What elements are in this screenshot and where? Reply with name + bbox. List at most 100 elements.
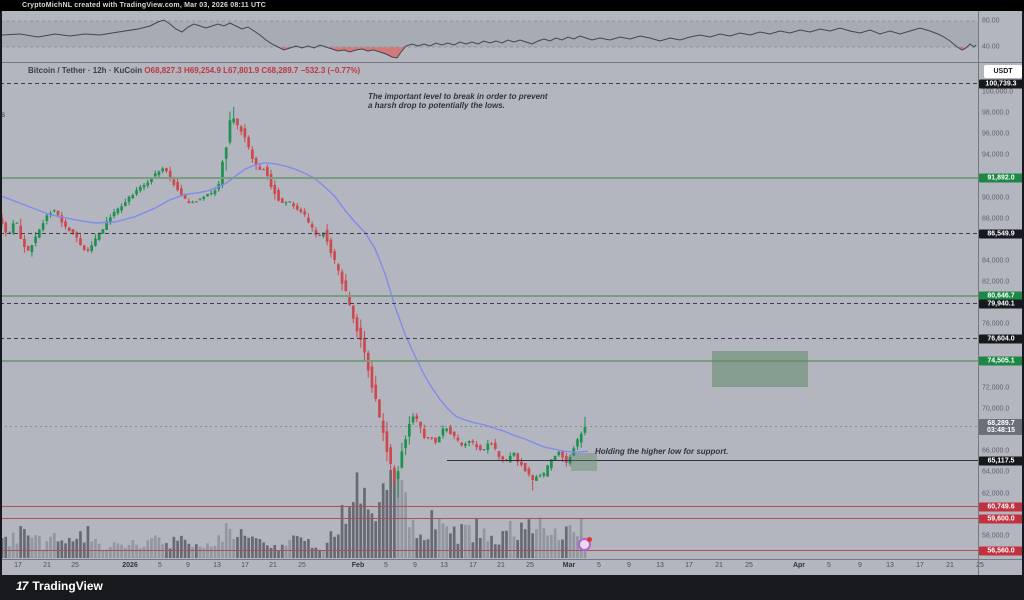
level-line-dashed[interactable] [0,302,978,304]
level-line-red[interactable] [0,549,978,551]
exchange-label: KuCoin [113,66,143,75]
level-line-red[interactable] [0,505,978,507]
candle-countdown: 03:48:15 [986,427,1016,435]
price-level-badge: 76,604.0 [979,334,1023,344]
tradingview-logo-icon: 17 [16,579,28,593]
time-axis-label: 25 [71,562,79,569]
time-axis[interactable]: 17 21 25 2026 5 9 13 17 21 25 Feb 5 9 13 17 21 25 Mar 5 9 13… [0,560,1024,575]
price-axis[interactable]: 80.00 40.00 100,000.0 98,000.0 96,000.0 94,00… [979,11,1024,559]
symbol-info-row[interactable]: Bitcoin / Tether · 12h · KuCoin O68,827.… [28,66,360,75]
price-level-badge: 56,560.0 [979,546,1023,556]
oscillator-axis-label: 80.00 [982,17,1000,25]
time-axis-label: 21 [715,562,723,569]
price-axis-label: 70,000.0 [982,405,1010,413]
price-axis-label: 96,000.0 [982,130,1010,138]
price-axis-label: 64,000.0 [982,468,1010,476]
time-axis-label: 17 [469,562,477,569]
time-axis-label: 5 [158,562,162,569]
price-axis-label: 66,000.0 [982,447,1010,455]
separator-dot: · [108,66,112,75]
chart-canvas[interactable] [0,0,978,560]
level-line-red[interactable] [0,517,978,519]
ohlc-low: L67,801.9 [223,66,260,75]
symbol-name[interactable]: Bitcoin / Tether [28,66,86,75]
annotation-text-2[interactable]: Holding the higher low for support. [595,447,729,456]
higher-low-highlight[interactable] [571,453,597,471]
price-level-badge: 80,646.7 [979,291,1023,301]
attribution-bar: CryptoMichNL created with TradingView.co… [0,0,1024,11]
tradingview-logo[interactable]: 17 TradingView [16,579,103,593]
time-axis-label: 13 [886,562,894,569]
level-line-partial[interactable] [447,459,978,461]
time-axis-label: 2026 [122,562,138,569]
level-line-green[interactable] [0,360,978,363]
oscillator-pane[interactable] [0,19,978,59]
level-line-green[interactable] [0,295,978,298]
time-axis-label: Apr [792,562,806,569]
current-price-badge: 68,289.7 03:48:15 [979,419,1023,436]
time-axis-label: 25 [976,562,984,569]
oscillator-oversold-fill [328,47,406,58]
time-axis-label: 17 [14,562,22,569]
time-axis-label: 13 [213,562,221,569]
price-level-badge: 100,739.3 [979,79,1023,89]
time-axis-label: 9 [858,562,862,569]
time-axis-label: 5 [384,562,388,569]
level-line-dashed[interactable] [0,338,978,340]
price-axis-label: 88,000.0 [982,215,1010,223]
time-axis-label: 17 [916,562,924,569]
axis-separator [0,559,1024,560]
ma-line [0,162,589,454]
price-level-badge: 79,940.1 [979,299,1023,309]
price-level-badge: 91,892.0 [979,173,1023,183]
attribution-text: CryptoMichNL created with TradingView.co… [22,2,266,9]
right-edge [1022,0,1024,575]
price-axis-label: 82,000.0 [982,278,1010,286]
price-axis-label: 94,000.0 [982,151,1010,159]
bottom-bar: 17 TradingView [0,575,1024,600]
price-level-badge: 74,505.1 [979,356,1023,366]
pane-separator[interactable] [0,62,1024,63]
oscillator-line [1,19,977,59]
time-axis-label: Mar [562,562,576,569]
separator-dot: · [87,66,91,75]
currency-toggle-button[interactable]: USDT [984,65,1022,78]
annotation-text-1[interactable]: The important level to break in order to… [368,92,548,110]
price-axis-border [978,11,979,575]
time-axis-label: 21 [43,562,51,569]
price-axis-label: 58,000.0 [982,532,1010,540]
chart-surface[interactable]: Bitcoin / Tether · 12h · KuCoin O68,827.… [0,0,1024,575]
ohlc-high: H69,254.9 [184,66,221,75]
interval-label[interactable]: 12h [92,66,107,75]
price-level-badge: 59,600.0 [979,514,1023,524]
time-axis-label: 21 [269,562,277,569]
level-line-dotted[interactable] [0,426,978,428]
supply-zone-rectangle[interactable] [712,351,808,387]
price-level-badge: 60,749.6 [979,502,1023,512]
time-axis-label: 5 [597,562,601,569]
time-axis-label: Feb [351,562,365,569]
time-axis-label: 9 [627,562,631,569]
ohlc-open: O68,827.3 [144,66,182,75]
price-axis-label: 62,000.0 [982,490,1010,497]
time-axis-label: 9 [186,562,190,569]
oscillator-axis-label: 40.00 [982,43,1000,51]
time-axis-label: 17 [685,562,693,569]
price-axis-label: 98,000.0 [982,109,1010,117]
time-axis-label: 25 [526,562,534,569]
level-line-dashed[interactable] [0,233,978,235]
time-axis-label: 25 [745,562,753,569]
price-axis-label: 84,000.0 [982,257,1010,265]
volume-series [0,470,587,558]
price-level-badge: 65,117.5 [979,456,1023,466]
time-axis-label: 25 [298,562,306,569]
level-line-dashed[interactable] [0,83,978,85]
price-axis-label: 90,000.0 [982,194,1010,202]
level-line-green[interactable] [0,176,978,179]
event-marker-icon[interactable] [578,537,592,551]
time-axis-label: 21 [497,562,505,569]
time-axis-label: 21 [946,562,954,569]
ohlc-close: C68,289.7 [261,66,299,75]
price-axis-label: 78,000.0 [982,320,1010,328]
cutoff-text-fragment: s [1,110,5,119]
